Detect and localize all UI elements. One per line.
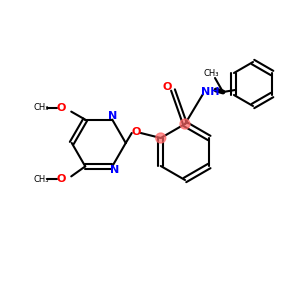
- Text: O: O: [57, 174, 66, 184]
- Text: CH₃: CH₃: [203, 68, 219, 77]
- Text: N: N: [108, 111, 117, 121]
- Text: N: N: [110, 165, 119, 176]
- Text: NH: NH: [201, 87, 219, 97]
- Circle shape: [180, 119, 190, 129]
- Text: CH₃: CH₃: [34, 103, 49, 112]
- Text: O: O: [162, 82, 172, 92]
- Text: CH₃: CH₃: [34, 175, 49, 184]
- Circle shape: [156, 133, 166, 143]
- Text: O: O: [57, 103, 66, 112]
- Text: O: O: [131, 127, 140, 137]
